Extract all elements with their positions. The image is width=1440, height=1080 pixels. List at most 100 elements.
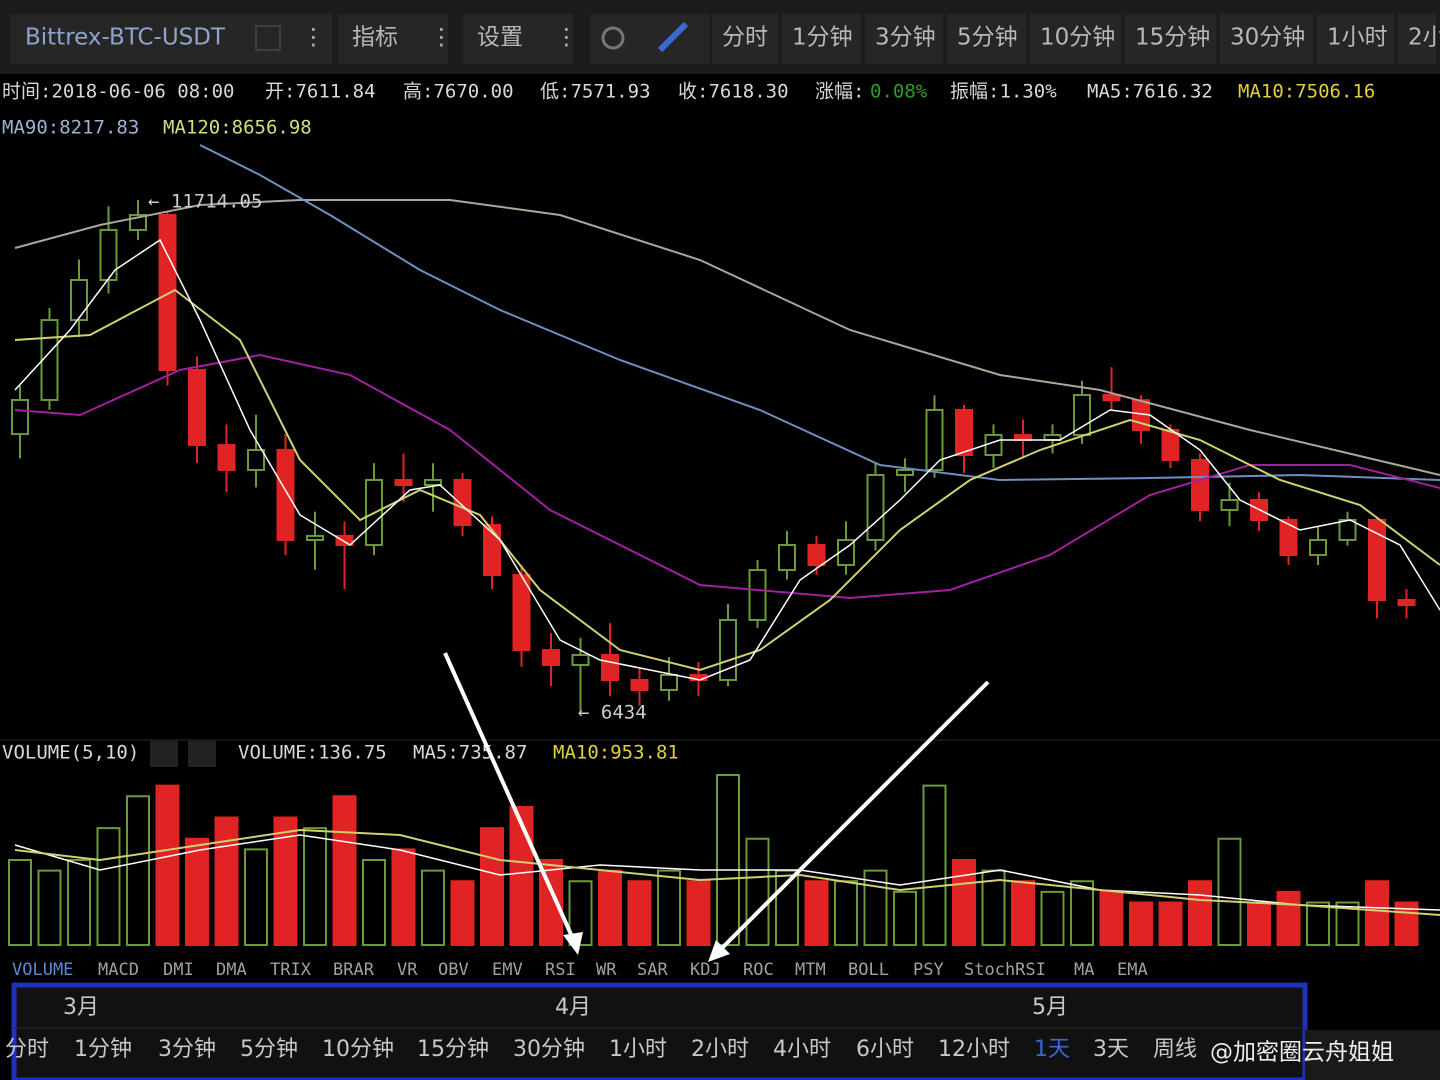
button-box[interactable] (463, 14, 573, 64)
toolbar-period[interactable]: 15分钟 (1135, 25, 1210, 51)
period-tab[interactable]: 1分钟 (74, 1037, 132, 1062)
candle-body (660, 673, 678, 691)
toolbar-period[interactable]: 分时 (722, 25, 768, 51)
volume-bar (834, 880, 858, 946)
candle-body (984, 433, 1003, 457)
period-box[interactable] (1317, 14, 1394, 64)
indicator-tab[interactable]: OBV (438, 960, 469, 980)
period-tab[interactable]: 10分钟 (322, 1037, 394, 1062)
volume-bar (303, 827, 327, 946)
indicator-tab[interactable]: EMV (492, 960, 523, 980)
candle-body (99, 228, 118, 282)
period-box[interactable] (1030, 14, 1121, 64)
icon[interactable] (150, 741, 178, 767)
indicator-tab[interactable]: MA (1074, 960, 1094, 980)
volume-bar (273, 816, 298, 946)
menu-dots: ⋮ (555, 25, 578, 51)
indicator-tab[interactable]: BRAR (333, 960, 375, 980)
menu-dots: ⋮ (302, 25, 325, 51)
period-tab[interactable]: 30分钟 (513, 1037, 585, 1062)
period-tab[interactable]: 1小时 (609, 1037, 667, 1062)
indicator-tab[interactable]: DMI (163, 960, 194, 980)
icon[interactable] (188, 741, 216, 767)
period-box[interactable] (712, 14, 778, 64)
volume-ma-line (14, 828, 1440, 916)
info-ma90: MA90:8217.83 (2, 117, 139, 139)
toolbar-period[interactable]: 10分钟 (1040, 25, 1115, 51)
indicator-tab[interactable]: KDJ (690, 960, 721, 980)
toolbar-period[interactable]: 1分钟 (792, 25, 853, 51)
indicator-tab[interactable]: PSY (913, 960, 944, 980)
volume-bar (952, 859, 976, 946)
period-tab[interactable]: 3天 (1093, 1037, 1129, 1062)
period-box[interactable] (1398, 14, 1436, 64)
period-tab[interactable]: 1天 (1034, 1037, 1070, 1062)
indicator-tab[interactable]: MTM (795, 960, 826, 980)
ma-line (199, 144, 1440, 482)
indicator-tab[interactable]: MACD (98, 960, 139, 980)
period-tab[interactable]: 分时 (5, 1037, 49, 1062)
indicator-tab[interactable]: ROC (743, 960, 774, 980)
volume-ma5: MA5:735.87 (413, 742, 527, 764)
period-tab[interactable]: 4小时 (773, 1037, 831, 1062)
candle-body (866, 474, 885, 541)
volume-bar (450, 880, 475, 946)
toolbar-period[interactable]: 3分钟 (875, 25, 936, 51)
indicator-tab[interactable]: VR (397, 960, 418, 980)
indicator-tab[interactable]: RSI (545, 960, 576, 980)
period-tab[interactable]: 12小时 (938, 1037, 1010, 1062)
indicator-tab[interactable]: DMA (216, 960, 247, 980)
low-label: ← 6434 (578, 702, 647, 724)
settings-icon[interactable] (601, 26, 625, 50)
indicator-tab[interactable]: SAR (637, 960, 668, 980)
period-tab[interactable]: 周线 (1153, 1037, 1197, 1062)
candle-body (1397, 599, 1416, 607)
candle-body (630, 679, 649, 691)
high-label: ← 11714.05 (148, 191, 262, 213)
volume-bar (155, 784, 180, 946)
toolbar-period[interactable]: 2小 (1408, 25, 1440, 51)
symbol[interactable]: Bittrex-BTC-USDT (25, 25, 226, 51)
indicator-tab[interactable]: BOLL (848, 960, 889, 980)
period-box[interactable] (1220, 14, 1313, 64)
candle-body (11, 398, 29, 436)
indicator-tab[interactable]: EMA (1117, 960, 1148, 980)
volume-bar (1158, 901, 1183, 946)
volume-ma-line (14, 834, 1440, 911)
ma-line (14, 238, 1440, 681)
period-box[interactable] (865, 14, 943, 64)
toolbar-period[interactable]: 5分钟 (957, 25, 1018, 51)
period-tab[interactable]: 2小时 (691, 1037, 749, 1062)
candle-body (1014, 433, 1032, 442)
button-box[interactable] (338, 14, 448, 64)
indicator-tab[interactable]: TRIX (270, 960, 312, 980)
info-amplitude: 振幅:1.30% (950, 81, 1057, 103)
period-box[interactable] (947, 14, 1026, 64)
volume-bar (745, 837, 770, 946)
info-open: 开:7611.84 (265, 81, 376, 103)
period-box[interactable] (782, 14, 861, 64)
toolbar-button[interactable]: 指标 (352, 25, 398, 51)
toolbar-period[interactable]: 30分钟 (1230, 25, 1305, 51)
indicator-tab[interactable]: StochRSI (964, 960, 1046, 980)
period-tab[interactable]: 15分钟 (417, 1037, 489, 1062)
month-label: 3月 (63, 995, 99, 1020)
period-tab[interactable]: 5分钟 (240, 1037, 298, 1062)
toolbar-period[interactable]: 1小时 (1327, 25, 1388, 51)
period-box[interactable] (1125, 14, 1216, 64)
volume-bar (480, 827, 504, 946)
period-tab[interactable]: 6小时 (856, 1037, 914, 1062)
icon[interactable] (255, 25, 281, 51)
info-low: 低:7571.93 (540, 81, 651, 103)
tools-box (590, 14, 710, 64)
arrow-head (708, 940, 730, 962)
volume-bar (627, 880, 652, 946)
indicator-tab[interactable]: VOLUME (12, 960, 73, 980)
toolbar-button[interactable]: 设置 (477, 25, 523, 51)
period-tab[interactable]: 3分钟 (158, 1037, 216, 1062)
indicator-tab[interactable]: WR (596, 960, 617, 980)
symbol-box[interactable] (10, 14, 332, 64)
pen-icon[interactable] (657, 21, 689, 53)
candle-body (394, 478, 413, 486)
volume-bar (686, 880, 711, 946)
